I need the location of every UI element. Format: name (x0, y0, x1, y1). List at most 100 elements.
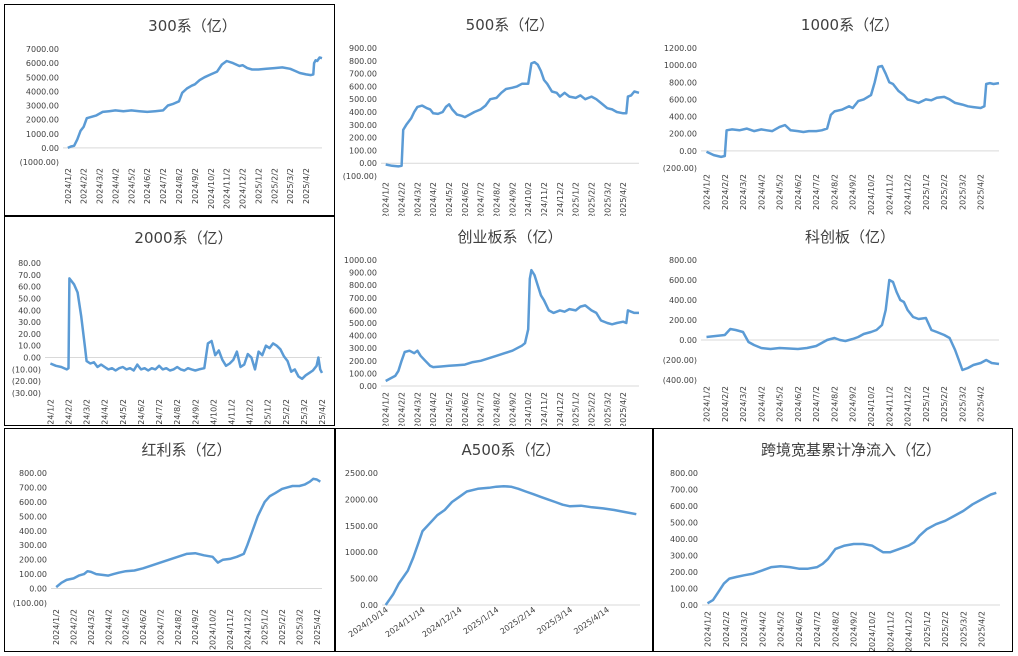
x-tick-label: 2024/1/2 (382, 392, 391, 426)
x-tick-label: 2024/9/2 (508, 182, 517, 216)
x-tick-label: 2024/3/2 (413, 392, 422, 426)
y-tick-label: 2500.00 (345, 469, 378, 478)
chart-svg-8: A500系（亿） 2500.00 2000.00 1500.00 1000.00 500.… (345, 441, 640, 639)
x-tick-label: 2024/6/2 (794, 386, 803, 422)
y-tick-label: 900.00 (349, 44, 377, 53)
x-tick-label: 2024/11/2 (226, 609, 235, 650)
x-tick-label: 2024/8/2 (174, 609, 183, 645)
x-tick-label: 2024/2/2 (721, 174, 730, 210)
x-tick-label: 2024/1/2 (64, 168, 73, 204)
y-tick-label: 100.00 (349, 369, 377, 378)
y-tick-label: 1000.00 (26, 130, 59, 139)
y-tick-label: (200.00) (663, 356, 697, 365)
y-tick-label: 400.00 (19, 527, 47, 536)
x-tick-label: 2024/6/2 (139, 609, 148, 645)
x-tick-label: 2024/9/2 (191, 168, 200, 204)
chart-svg-4: 2000系（亿） 80.00 70.00 60.00 50.00 40.00 30.00 20… (12, 229, 327, 425)
y-tick-label: (30.00) (12, 389, 41, 398)
x-tick-label: 2025/1/2 (254, 168, 263, 204)
x-tick-label: 2024/3/2 (96, 168, 105, 204)
y-tick-label: 600.00 (669, 95, 697, 104)
x-tick-label: 2024/11/14 (384, 605, 427, 639)
x-tick-label: 2024/10/2 (209, 399, 218, 425)
x-tick-label: 2025/1/2 (922, 386, 931, 422)
y-tick-label: 800.00 (670, 469, 698, 478)
x-tick-label: 2024/9/2 (191, 399, 200, 425)
y-tick-label: 400.00 (669, 113, 697, 122)
y-tick-label: 1000.00 (345, 548, 378, 557)
x-tick-label: 2025/4/2 (619, 182, 628, 216)
x-tick-label: 2024/8/2 (493, 392, 502, 426)
x-tick-label: 2024/9/2 (849, 386, 858, 422)
y-tick-label: 300.00 (349, 121, 377, 130)
y-tick-label: 0.00 (679, 336, 697, 345)
x-tick-label: 2024/7/2 (812, 386, 821, 422)
chart-panel-1: 300系（亿） 7000.00 6000.00 5000.00 4000.00 3000.… (4, 4, 335, 216)
chart-title: 科创板（亿） (805, 228, 895, 246)
y-tick-label: (10.00) (12, 365, 41, 374)
x-tick-label: 2024/2/2 (80, 168, 89, 204)
x-tick-label: 2024/5/2 (776, 386, 785, 422)
x-tick-label: 2024/5/2 (127, 168, 136, 204)
y-tick-label: (100.00) (13, 599, 47, 608)
x-tick-label: 2024/8/2 (493, 182, 502, 216)
x-tick-label: 2024/1/2 (702, 174, 711, 210)
y-tick-label: 0.00 (360, 601, 378, 610)
chart-panel-8: A500系（亿） 2500.00 2000.00 1500.00 1000.00 500.… (335, 428, 653, 652)
y-tick-label: 0.00 (41, 144, 59, 153)
chart-svg-1: 300系（亿） 7000.00 6000.00 5000.00 4000.00 3000.… (20, 17, 323, 209)
chart-title: 1000系（亿） (801, 16, 899, 34)
x-tick-label: 2024/10/14 (347, 605, 390, 639)
x-tick-label: 2024/7/2 (156, 609, 165, 645)
chart-svg-2: 500系（亿） 900.00 800.00 700.00 600.00 500.00 400… (343, 16, 640, 216)
y-tick-label: 200.00 (670, 568, 698, 577)
y-tick-label: 1000.00 (664, 61, 697, 70)
x-tick-label: 2024/6/2 (795, 611, 804, 647)
y-tick-label: 0.00 (23, 354, 41, 363)
x-tick-label: 2024/9/2 (850, 611, 859, 647)
x-tick-label: 2025/2/2 (940, 386, 949, 422)
x-tick-label: 2025/2/2 (588, 182, 597, 216)
y-tick-label: 2000.00 (345, 495, 378, 504)
x-tick-label: 2025/4/14 (572, 605, 611, 636)
x-tick-label: 2024/12/2 (905, 611, 914, 651)
x-tick-label: 2024/7/2 (477, 182, 486, 216)
x-tick-label: 2024/6/2 (143, 168, 152, 204)
x-tick-label: 2024/11/2 (885, 174, 894, 215)
y-tick-label: 10.00 (18, 342, 41, 351)
y-tick-label: 2000.00 (26, 116, 59, 125)
x-tick-label: 2025/4/2 (978, 611, 987, 647)
y-tick-label: 400.00 (349, 108, 377, 117)
x-tick-label: 2025/2/2 (270, 168, 279, 204)
x-tick-label: 2025/3/2 (959, 611, 968, 647)
x-tick-label: 2025/3/14 (535, 605, 574, 636)
x-tick-label: 2025/1/2 (264, 399, 273, 425)
x-tick-label: 2025/3/2 (286, 168, 295, 204)
x-tick-label: 2024/3/2 (83, 399, 92, 425)
chart-title: 300系（亿） (148, 17, 237, 35)
series-line (385, 268, 639, 383)
chart-title: 跨境宽基累计净流入（亿） (761, 441, 941, 459)
series-line (385, 60, 640, 168)
x-tick-label: 2024/2/2 (398, 392, 407, 426)
x-tick-label: 2024/5/2 (776, 174, 785, 210)
y-tick-label: 20.00 (18, 330, 41, 339)
x-tick-label: 2024/11/2 (540, 392, 549, 426)
chart-panel-9: 跨境宽基累计净流入（亿） 800.00 700.00 600.00 500.00 400.… (653, 428, 1013, 652)
x-tick-label: 2024/7/2 (812, 174, 821, 210)
y-tick-label: 6000.00 (26, 59, 59, 68)
y-tick-label: 4000.00 (26, 87, 59, 96)
y-tick-label: 700.00 (349, 294, 377, 303)
y-tick-label: 70.00 (18, 271, 41, 280)
x-tick-label: 2025/1/14 (462, 605, 501, 636)
x-tick-label: 2024/9/2 (191, 609, 200, 645)
x-tick-label: 2025/4/2 (977, 386, 986, 422)
x-tick-label: 2024/5/2 (777, 611, 786, 647)
chart-svg-5: 创业板系（亿） 1000.00 900.00 800.00 700.00 600.00 50… (344, 228, 639, 426)
x-tick-label: 2024/4/2 (758, 611, 767, 647)
y-tick-label: 100.00 (349, 146, 377, 155)
x-tick-label: 2025/1/2 (572, 182, 581, 216)
chart-svg-7: 红利系（亿） 800.00 700.00 600.00 500.00 400.00 300.… (13, 441, 322, 650)
x-tick-label: 2024/2/2 (398, 182, 407, 216)
x-tick-label: 2024/4/2 (104, 609, 113, 645)
